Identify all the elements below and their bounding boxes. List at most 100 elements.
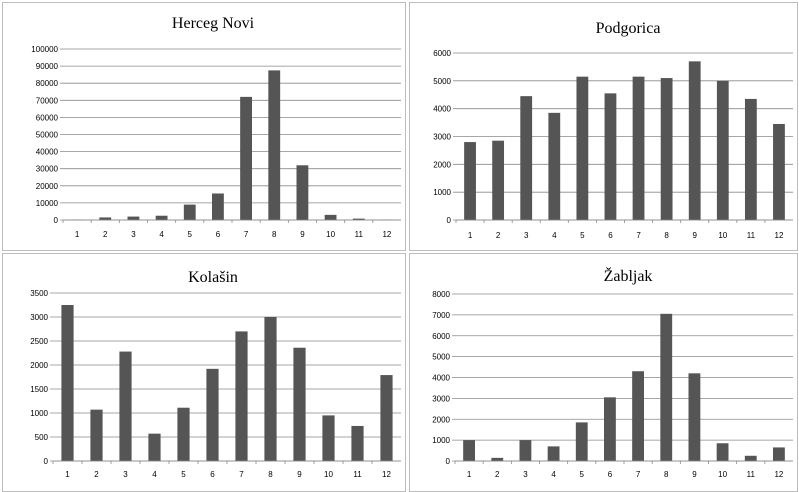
bar-month-5 (576, 76, 589, 221)
bar-month-9 (688, 61, 701, 220)
x-tick-label: 8 (664, 470, 669, 479)
bar-month-5 (177, 407, 190, 461)
bars (464, 61, 785, 221)
x-tick-label: 10 (326, 230, 335, 239)
x-tick-label: 2 (103, 230, 108, 239)
x-tick-label: 6 (216, 230, 221, 239)
y-tick-label: 2000 (30, 361, 48, 370)
x-tick-label: 6 (608, 470, 613, 479)
x-tick-label: 12 (382, 470, 391, 479)
y-axis: 0 1000 2000 3000 4000 5000 6000 7000 8000 (432, 290, 793, 466)
bar-chart-herceg-novi: 0 10000 20000 30000 40000 50000 60000 70000 8000… (31, 15, 401, 239)
x-tick-label: 5 (181, 470, 186, 479)
chart-panel-kolasin: 0 500 1000 1500 2000 2500 3000 3500 1 2 3 4 5 6 7 8 9 10… (2, 253, 406, 492)
chart-title: Podgorica (596, 20, 661, 37)
bar-month-12 (773, 447, 785, 461)
y-tick-label: 50000 (36, 131, 59, 140)
bar-month-3 (519, 440, 532, 461)
x-tick-label: 4 (552, 231, 557, 240)
y-tick-label: 3500 (30, 289, 48, 298)
x-tick-label: 11 (747, 470, 756, 479)
y-tick-label: 1500 (30, 385, 48, 394)
y-tick-label: 4000 (432, 374, 450, 383)
y-tick-label: 2000 (432, 415, 450, 424)
y-tick-label: 70000 (36, 96, 59, 105)
x-tick-label: 11 (355, 230, 364, 239)
x-tick-label: 12 (382, 230, 391, 239)
y-tick-label: 5000 (433, 77, 451, 86)
x-tick-label: 9 (692, 470, 697, 479)
bar-month-8 (660, 313, 673, 461)
bar-month-11 (744, 98, 757, 220)
bar-month-7 (235, 331, 248, 461)
bar-month-4 (148, 433, 161, 461)
bar-month-9 (688, 373, 701, 461)
bar-month-9 (293, 347, 306, 461)
y-tick-label: 10000 (36, 199, 59, 208)
bar-month-5 (575, 422, 588, 461)
x-tick-label: 1 (75, 230, 80, 239)
x-tick-label: 10 (718, 470, 727, 479)
bar-month-10 (322, 415, 335, 461)
y-tick-label: 1000 (30, 409, 48, 418)
x-tick-label: 7 (636, 231, 641, 240)
y-tick-label: 0 (447, 216, 452, 225)
x-axis: 1 2 3 4 5 6 7 8 9 10 11 12 (62, 219, 401, 239)
bar-month-4 (155, 215, 168, 220)
bar-month-6 (212, 193, 224, 220)
x-tick-label: 3 (131, 230, 136, 239)
x-tick-label: 10 (718, 231, 727, 240)
y-tick-label: 1000 (432, 436, 450, 445)
x-tick-label: 3 (523, 470, 528, 479)
bar-month-5 (183, 204, 196, 220)
bar-month-2 (99, 217, 112, 220)
x-tick-label: 9 (692, 231, 697, 240)
x-tick-label: 4 (152, 470, 157, 479)
x-tick-label: 1 (467, 470, 472, 479)
bar-month-6 (206, 368, 219, 461)
x-tick-label: 5 (188, 230, 193, 239)
x-tick-label: 11 (353, 470, 362, 479)
y-tick-label: 3000 (30, 313, 48, 322)
bar-month-1 (464, 142, 476, 220)
y-axis: 0 10000 20000 30000 40000 50000 60000 70000 8000… (31, 45, 401, 225)
chart-panel-herceg-novi: 0 10000 20000 30000 40000 50000 60000 70000 8000… (2, 2, 406, 251)
bar-month-3 (520, 96, 533, 220)
bar-month-4 (547, 446, 560, 461)
bar-month-10 (324, 214, 337, 220)
x-axis: 1 2 3 4 5 6 7 8 9 10 11 12 (52, 460, 401, 479)
x-tick-label: 8 (664, 231, 669, 240)
y-tick-label: 3000 (432, 394, 450, 403)
x-axis: 1 2 3 4 5 6 7 8 9 10 11 12 (454, 460, 793, 479)
bars (463, 313, 785, 461)
y-tick-label: 40000 (36, 148, 59, 157)
y-tick-label: 80000 (36, 79, 59, 88)
y-tick-label: 60000 (36, 113, 59, 122)
y-tick-label: 1000 (433, 188, 451, 197)
bars (61, 305, 393, 461)
bar-month-7 (632, 371, 644, 461)
x-tick-label: 8 (272, 230, 277, 239)
x-tick-label: 7 (239, 470, 244, 479)
bar-month-12 (773, 123, 785, 220)
y-tick-label: 4000 (433, 105, 451, 114)
x-tick-label: 12 (774, 470, 783, 479)
y-tick-label: 8000 (432, 290, 450, 299)
x-tick-label: 9 (297, 470, 302, 479)
x-tick-label: 1 (468, 231, 473, 240)
x-tick-label: 4 (551, 470, 556, 479)
bar-month-9 (296, 165, 309, 220)
bar-month-3 (127, 216, 140, 220)
x-tick-label: 2 (495, 470, 500, 479)
y-tick-label: 2500 (30, 337, 48, 346)
y-tick-label: 5000 (432, 353, 450, 362)
y-tick-label: 500 (35, 433, 49, 442)
y-tick-label: 30000 (36, 165, 59, 174)
bar-month-1 (61, 305, 74, 461)
chart-title: Kolašin (188, 269, 238, 286)
bar-month-11 (744, 455, 757, 461)
x-tick-label: 5 (580, 470, 585, 479)
x-tick-label: 7 (636, 470, 641, 479)
